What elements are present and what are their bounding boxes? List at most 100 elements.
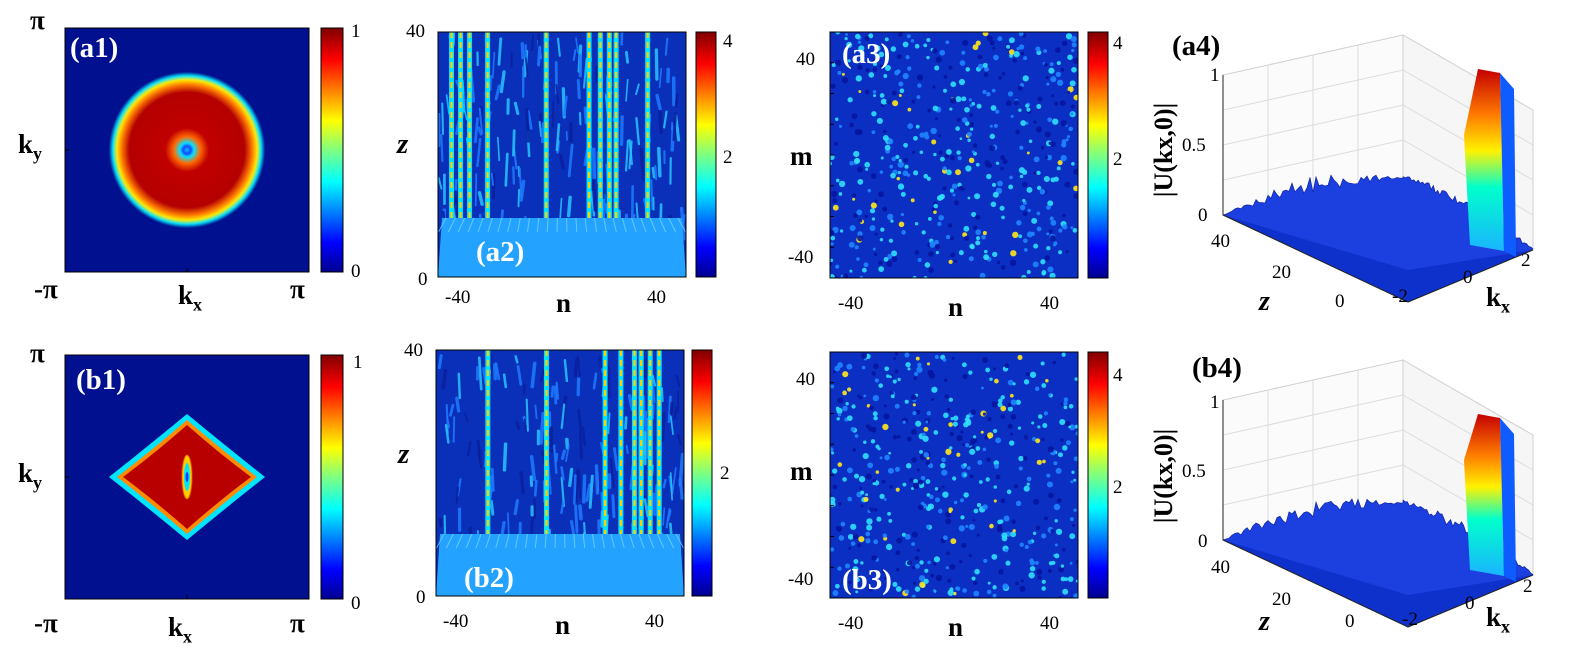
b3-lattice-spot <box>966 466 971 470</box>
a3-lattice-spot <box>989 133 996 140</box>
a3-lattice-spot <box>1020 51 1025 56</box>
a3-lattice-spot <box>1022 211 1028 217</box>
a2-noise-streak <box>555 123 561 152</box>
b2-noise-streak <box>585 483 592 502</box>
b3-lattice-spot <box>847 467 853 474</box>
a3-lattice-spot <box>949 236 954 241</box>
b3-lattice-spot <box>1068 425 1072 429</box>
b3-colorbar-tick-4: 4 <box>1113 365 1123 386</box>
a3-lattice-spot <box>946 149 952 155</box>
b3-lattice-spot <box>1065 440 1071 446</box>
a3-lattice-spot <box>1067 54 1073 60</box>
b4-z-label: |U(kx,0)| <box>1149 428 1178 524</box>
a3-lattice-spot <box>883 74 888 78</box>
a2-noise-streak <box>619 115 624 146</box>
a3-lattice-spot <box>958 185 964 191</box>
b3-lattice-spot <box>916 548 921 552</box>
b3-lattice-spot <box>926 506 931 512</box>
a3-lattice-spot <box>1045 75 1049 80</box>
a3-lattice-spot <box>907 107 912 112</box>
b1-momentum-diamond-dot <box>185 472 189 482</box>
b3-lattice-spot <box>926 362 931 366</box>
b3-lattice-spot <box>1002 583 1009 590</box>
b3-lattice-spot <box>861 365 866 370</box>
b3-lattice-spot <box>1019 542 1024 547</box>
a3-lattice-spot <box>906 34 911 39</box>
a3-lattice-spot <box>1072 228 1078 233</box>
a3-lattice-spot <box>869 208 876 214</box>
a4-z-tick-1: 1 <box>1210 65 1220 86</box>
b3-lattice-spot <box>1071 523 1076 528</box>
b3-lattice-spot <box>986 457 991 463</box>
b3-lattice-spot <box>894 369 899 374</box>
a3-lattice-spot <box>832 204 839 211</box>
a3-lattice-spot <box>950 252 956 258</box>
b3-lattice-spot <box>976 502 982 508</box>
a3-lattice-spot <box>1033 171 1037 175</box>
a2-noise-streak <box>635 116 641 146</box>
b2-noise-streak <box>673 406 678 420</box>
b3-lattice-spot <box>872 478 877 483</box>
b3-lattice-spot <box>865 531 871 537</box>
a3-lattice-spot <box>975 229 982 236</box>
a3-lattice-spot <box>1069 80 1076 87</box>
b3-lattice-spot <box>1053 503 1061 511</box>
b3-lattice-spot <box>1024 544 1029 550</box>
a3-lattice-spot <box>1019 174 1024 179</box>
b4-peak <box>1464 414 1504 576</box>
b3-lattice-spot <box>911 487 914 490</box>
b3-lattice-spot <box>949 446 953 450</box>
a3-lattice-spot <box>923 275 928 278</box>
b2-noise-streak <box>609 457 615 488</box>
a3-lattice-spot <box>891 255 898 263</box>
b3-lattice-spot <box>912 403 916 407</box>
b3-lattice-spot <box>889 375 892 379</box>
b3-lattice-spot <box>876 516 882 522</box>
a3-lattice-spot <box>1058 228 1063 233</box>
a3-lattice-spot <box>1051 94 1055 98</box>
a3-lattice-spot <box>859 275 864 278</box>
b3-lattice-spot <box>867 426 874 432</box>
b3-lattice-spot <box>1069 533 1076 540</box>
b3-lattice-spot <box>887 511 892 516</box>
a3-lattice-spot <box>1071 42 1077 48</box>
b3-lattice-spot <box>894 466 901 472</box>
a3-lattice-spot <box>923 131 929 137</box>
a3-lattice-spot <box>849 224 856 232</box>
b3-lattice-spot <box>862 453 869 460</box>
a2-noise-streak <box>655 93 662 111</box>
a3-lattice-spot <box>955 96 962 103</box>
b2-noise-streak <box>524 418 527 433</box>
a3-lattice-spot <box>1025 121 1029 125</box>
a3-lattice-spot <box>854 245 859 250</box>
a3-lattice-spot <box>1054 101 1059 106</box>
a2-x-label: n <box>556 288 572 318</box>
b3-lattice-spot <box>837 413 842 417</box>
b3-lattice-spot <box>910 428 917 435</box>
b3-lattice-spot <box>887 467 894 474</box>
a3-lattice-spot <box>972 44 979 51</box>
b3-lattice-spot <box>872 395 879 402</box>
a3-lattice-spot <box>1047 200 1054 207</box>
b2-cone-ray <box>666 533 675 549</box>
a3-lattice-spot <box>831 190 838 198</box>
a3-lattice-spot <box>989 145 996 152</box>
a3-lattice-spot <box>882 206 888 212</box>
b3-lattice-spot <box>873 508 878 512</box>
b3-lattice-spot <box>865 473 872 480</box>
a3-lattice-spot <box>974 193 981 200</box>
a3-lattice-spot <box>968 157 975 164</box>
b3-lattice-spot <box>874 378 880 383</box>
a2-colorbar-tick-4: 4 <box>723 31 733 52</box>
b3-lattice-spot <box>951 356 955 360</box>
a3-lattice-spot <box>913 170 919 176</box>
b3-lattice-spot <box>830 384 835 389</box>
a3-lattice-spot <box>975 40 981 46</box>
b3-lattice-spot <box>917 504 924 511</box>
b3-lattice-spot <box>1015 399 1021 405</box>
a3-lattice-spot <box>923 43 928 48</box>
a3-lattice-spot <box>943 88 947 93</box>
b3-lattice-spot <box>968 370 973 375</box>
b3-lattice-spot <box>855 590 859 594</box>
a3-lattice-spot <box>968 98 972 102</box>
